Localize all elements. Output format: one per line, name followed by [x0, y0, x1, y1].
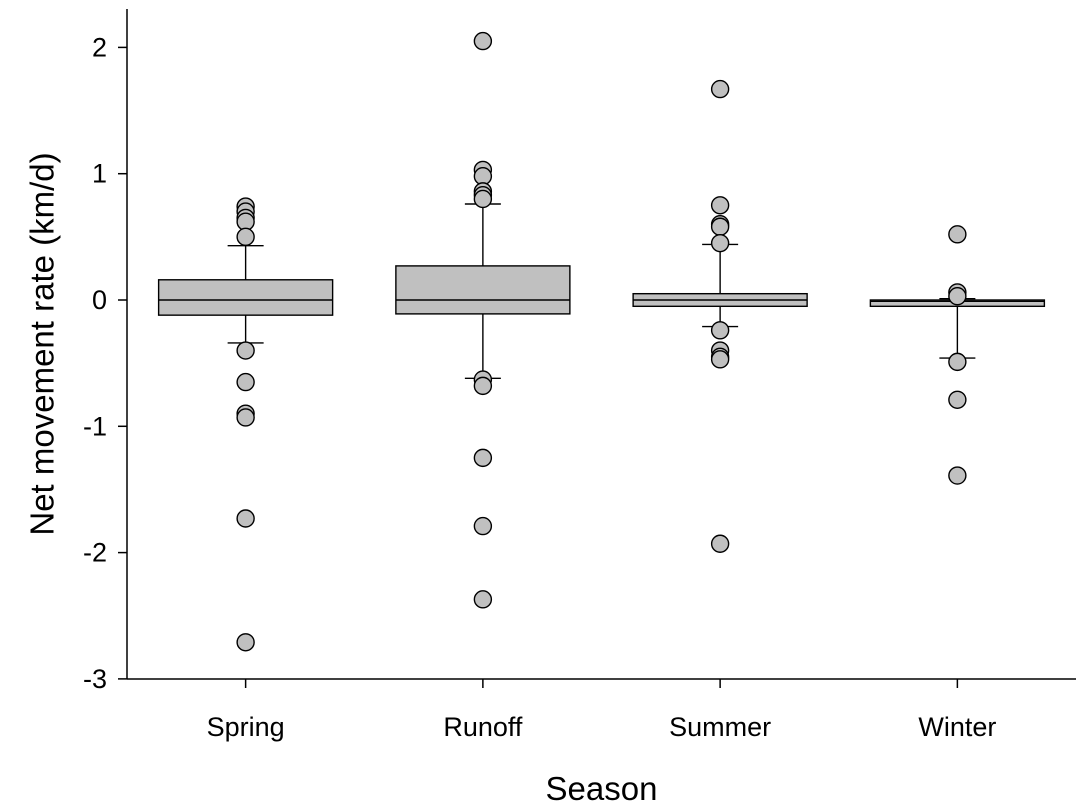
- y-tick-label: -3: [83, 664, 107, 694]
- outlier-point: [710, 233, 730, 253]
- outlier-point: [473, 189, 493, 209]
- outlier-point: [948, 390, 967, 409]
- y-tick-label: 1: [92, 159, 107, 189]
- outlier-point: [948, 287, 967, 306]
- box-summer: [632, 79, 808, 553]
- outlier-point: [710, 196, 730, 215]
- outlier-point: [948, 466, 967, 485]
- outlier-point: [710, 350, 730, 369]
- x-tick-label: Spring: [207, 712, 285, 742]
- outlier-point: [710, 321, 730, 340]
- outlier-point: [948, 225, 967, 244]
- outlier-point: [473, 448, 493, 468]
- box-iqr: [157, 279, 334, 316]
- box-winter: [869, 225, 1046, 485]
- outlier-point: [473, 31, 493, 51]
- outlier-point: [710, 79, 730, 99]
- y-tick-label: 2: [92, 32, 107, 62]
- outlier-point: [236, 408, 255, 427]
- x-axis-title: Season: [546, 770, 658, 807]
- outlier-point: [236, 212, 255, 231]
- outlier-point: [236, 227, 255, 247]
- y-tick-label: 0: [92, 285, 107, 315]
- box-iqr: [395, 265, 571, 315]
- plot-area: -3 -2 -1 0 1 2 Spring Runoff Summer Winter: [83, 9, 1076, 742]
- x-tick-label: Runoff: [443, 712, 523, 742]
- outlier-point: [236, 509, 255, 528]
- outlier-point: [473, 516, 493, 536]
- box-spring: [157, 197, 334, 652]
- outlier-point: [236, 341, 255, 360]
- x-tick-label: Winter: [918, 712, 996, 742]
- outlier-point: [473, 376, 493, 396]
- outlier-point: [710, 534, 730, 553]
- outlier-point: [473, 590, 493, 609]
- outlier-point: [236, 633, 255, 652]
- outlier-point: [948, 352, 967, 372]
- y-axis-title: Net movement rate (km/d): [24, 152, 61, 535]
- x-tick-label: Summer: [669, 712, 771, 742]
- y-tick-label: -2: [83, 538, 107, 568]
- y-tick-label: -1: [83, 411, 107, 441]
- outlier-point: [710, 217, 730, 236]
- outlier-point: [473, 167, 493, 186]
- outlier-point: [236, 372, 255, 392]
- box-runoff: [395, 31, 571, 609]
